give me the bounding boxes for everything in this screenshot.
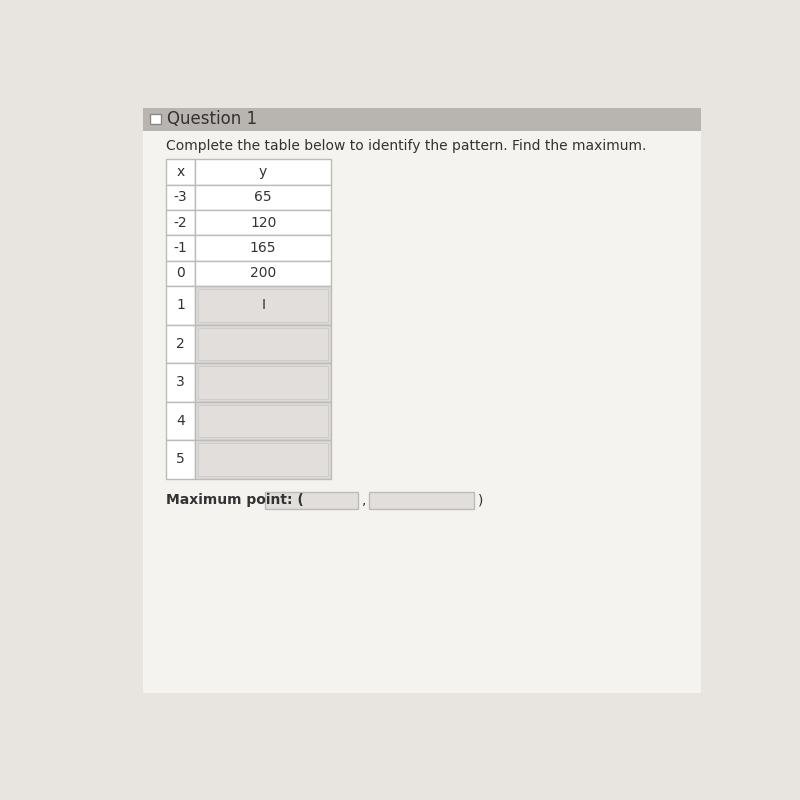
Bar — [166, 363, 195, 402]
Bar — [166, 286, 195, 325]
Bar — [150, 114, 162, 125]
Text: Question 1: Question 1 — [167, 110, 258, 128]
Bar — [195, 261, 331, 286]
Bar — [265, 492, 358, 509]
Bar — [198, 366, 328, 398]
Text: Maximum point: (: Maximum point: ( — [166, 494, 304, 507]
Text: I: I — [261, 298, 265, 313]
Bar — [195, 363, 331, 402]
Bar — [195, 402, 331, 440]
Bar — [195, 159, 331, 185]
Text: -3: -3 — [174, 190, 187, 204]
Bar — [195, 185, 331, 210]
Bar — [195, 286, 331, 325]
Bar — [198, 443, 328, 476]
Text: -2: -2 — [174, 216, 187, 230]
Text: 165: 165 — [250, 241, 276, 255]
Text: x: x — [177, 165, 185, 179]
Text: 0: 0 — [176, 266, 185, 281]
Bar — [195, 210, 331, 235]
Text: 3: 3 — [176, 375, 185, 390]
Bar — [142, 107, 701, 130]
Text: ,: , — [362, 494, 366, 507]
Bar — [166, 159, 195, 185]
Bar — [198, 405, 328, 437]
Text: 120: 120 — [250, 216, 276, 230]
Text: 5: 5 — [176, 453, 185, 466]
Text: 200: 200 — [250, 266, 276, 281]
Bar — [195, 440, 331, 478]
Bar — [198, 328, 328, 360]
Text: 65: 65 — [254, 190, 272, 204]
Text: y: y — [259, 165, 267, 179]
Text: -1: -1 — [174, 241, 187, 255]
Bar — [166, 235, 195, 261]
Bar — [195, 235, 331, 261]
Text: 4: 4 — [176, 414, 185, 428]
Bar — [166, 440, 195, 478]
Text: ): ) — [478, 494, 483, 507]
Bar — [166, 261, 195, 286]
Bar — [195, 325, 331, 363]
Bar — [166, 210, 195, 235]
Bar — [166, 402, 195, 440]
Bar — [166, 325, 195, 363]
Bar — [166, 185, 195, 210]
Text: 1: 1 — [176, 298, 185, 313]
Text: 2: 2 — [176, 337, 185, 351]
Text: Complete the table below to identify the pattern. Find the maximum.: Complete the table below to identify the… — [166, 139, 646, 153]
Bar — [198, 290, 328, 322]
Bar — [369, 492, 474, 509]
